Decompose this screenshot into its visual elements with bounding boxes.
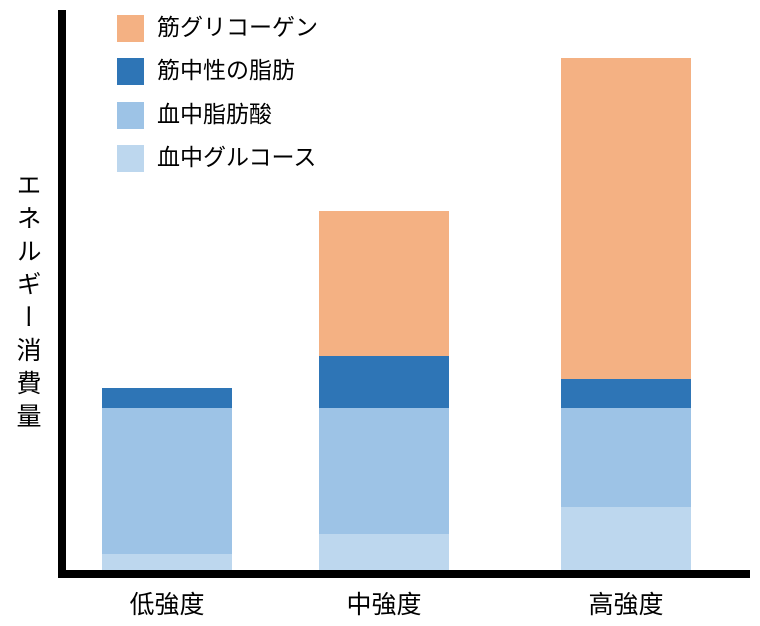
bar-low-intensity xyxy=(102,388,232,570)
bar-segment-high-intensity-series1 xyxy=(561,408,691,508)
x-axis-line xyxy=(58,570,750,578)
bar-segment-low-intensity-series1 xyxy=(102,408,232,554)
legend-item-muscle-fat: 筋中性の脂肪 xyxy=(117,58,295,85)
bar-segment-medium-intensity-series0 xyxy=(319,534,449,570)
x-label-medium-intensity: 中強度 xyxy=(346,590,422,619)
legend: 筋グリコーゲン 筋中性の脂肪 血中脂肪酸 血中グルコース xyxy=(0,0,760,180)
y-axis-title: エネルギー消費量 xyxy=(13,172,42,436)
bar-segment-low-intensity-series2 xyxy=(102,388,232,409)
bar-segment-high-intensity-series3 xyxy=(561,57,691,379)
legend-swatch-muscle-fat xyxy=(117,58,144,85)
bar-segment-high-intensity-series0 xyxy=(561,507,691,570)
x-label-high-intensity: 高強度 xyxy=(588,590,664,619)
bar-segment-low-intensity-series0 xyxy=(102,553,232,570)
bar-segment-medium-intensity-series1 xyxy=(319,408,449,535)
legend-label-blood-glucose: 血中グルコース xyxy=(157,145,317,171)
legend-label-blood-fatty-acid: 血中脂肪酸 xyxy=(157,102,272,128)
legend-item-glycogen: 筋グリコーゲン xyxy=(117,15,318,42)
bar-medium-intensity xyxy=(319,211,449,570)
bar-segment-high-intensity-series2 xyxy=(561,378,691,409)
y-axis-line xyxy=(58,10,66,578)
legend-item-blood-glucose: 血中グルコース xyxy=(117,145,316,172)
legend-swatch-blood-fatty-acid xyxy=(117,102,144,129)
bar-segment-medium-intensity-series2 xyxy=(319,355,449,409)
legend-swatch-blood-glucose xyxy=(117,145,144,172)
bar-segment-medium-intensity-series3 xyxy=(319,211,449,356)
legend-label-glycogen: 筋グリコーゲン xyxy=(157,15,318,41)
x-label-low-intensity: 低強度 xyxy=(129,590,205,619)
bar-high-intensity xyxy=(561,57,691,570)
legend-swatch-glycogen xyxy=(117,15,144,42)
legend-item-blood-fatty-acid: 血中脂肪酸 xyxy=(117,102,272,129)
legend-label-muscle-fat: 筋中性の脂肪 xyxy=(157,58,295,84)
